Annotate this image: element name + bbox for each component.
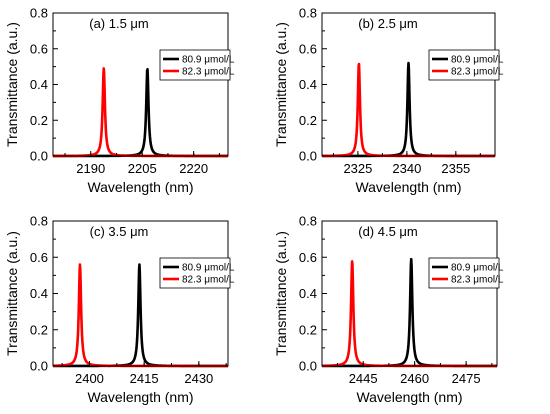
legend: 80.9 μmol/L82.3 μmol/L: [428, 257, 504, 289]
legend-label-0: 80.9 μmol/L: [451, 263, 504, 274]
y-tick-label: 0.8: [30, 214, 48, 229]
x-tick-label: 2340: [392, 161, 421, 176]
y-tick-label: 0.4: [30, 286, 48, 301]
legend: 80.9 μmol/L82.3 μmol/L: [159, 257, 235, 289]
x-tick-label: 2325: [343, 161, 372, 176]
chart-panel-0: 0.0 0.2 0.4 0.6 0.8 2190 2205 2220 Wavelength (n…: [4, 6, 235, 196]
x-tick-label: 2430: [184, 371, 213, 386]
y-tick-label: 0.0: [299, 359, 317, 374]
y-tick-label: 0.8: [299, 214, 317, 229]
series-line-1: [52, 67, 229, 158]
y-axis-title: Transmittance (a.u.): [273, 231, 289, 356]
chart-panel-3: 0.0 0.2 0.4 0.6 0.8 2445 2460 2475 Wavelength (n…: [273, 214, 504, 406]
y-tick-label: 0.6: [30, 41, 48, 56]
y-tick-label: 0.0: [30, 359, 48, 374]
y-tick-label: 0.2: [299, 322, 317, 337]
legend: 80.9 μmol/L82.3 μmol/L: [428, 49, 504, 81]
legend-box: [428, 49, 500, 81]
y-tick-label: 0.8: [299, 6, 317, 21]
x-tick-label: 2475: [452, 371, 481, 386]
x-tick-label: 2190: [76, 161, 105, 176]
y-tick-label: 0.6: [299, 41, 317, 56]
series-line-0: [52, 67, 229, 158]
y-tick-label: 0.6: [30, 250, 48, 265]
chart-panel-1: 0.0 0.2 0.4 0.6 0.8 2325 2340 2355 Wavelength (n…: [273, 6, 504, 196]
y-axis-title: Transmittance (a.u.): [273, 22, 289, 147]
y-axis-title: Transmittance (a.u.): [4, 231, 20, 356]
legend: 80.9 μmol/L82.3 μmol/L: [159, 49, 235, 81]
y-tick-label: 0.4: [299, 286, 317, 301]
y-tick-label: 0.2: [30, 113, 48, 128]
x-tick-label: 2220: [179, 161, 208, 176]
x-axis-title: Wavelength (nm): [87, 389, 193, 405]
legend-label-1: 82.3 μmol/L: [451, 67, 504, 78]
legend-box: [159, 49, 231, 81]
x-tick-label: 2400: [75, 371, 104, 386]
y-tick-label: 0.4: [30, 77, 48, 92]
x-axis-title: Wavelength (nm): [356, 389, 462, 405]
chart-panel-2: 0.0 0.2 0.4 0.6 0.8 2400 2415 2430 Wavelength (n…: [4, 214, 235, 406]
panel-title: (d) 4.5 μm: [358, 224, 418, 239]
y-tick-label: 0.2: [30, 322, 48, 337]
y-tick-label: 0.4: [299, 77, 317, 92]
y-tick-label: 0.0: [30, 149, 48, 164]
y-tick-label: 0.0: [299, 149, 317, 164]
legend-label-0: 80.9 μmol/L: [182, 55, 235, 66]
x-tick-label: 2205: [128, 161, 157, 176]
x-tick-label: 2445: [349, 371, 378, 386]
legend-label-0: 80.9 μmol/L: [182, 263, 235, 274]
y-tick-label: 0.2: [299, 113, 317, 128]
x-axis-title: Wavelength (nm): [355, 179, 461, 195]
legend-label-1: 82.3 μmol/L: [182, 275, 235, 286]
y-axis-title: Transmittance (a.u.): [4, 22, 20, 147]
x-tick-label: 2460: [400, 371, 429, 386]
legend-box: [428, 257, 500, 289]
x-axis-title: Wavelength (nm): [87, 179, 193, 195]
legend-box: [159, 257, 231, 289]
legend-label-1: 82.3 μmol/L: [182, 67, 235, 78]
x-tick-label: 2355: [441, 161, 470, 176]
panel-title: (a) 1.5 μm: [89, 16, 149, 31]
panel-title: (b) 2.5 μm: [358, 16, 418, 31]
y-tick-label: 0.8: [30, 6, 48, 21]
legend-label-0: 80.9 μmol/L: [451, 55, 504, 66]
panel-title: (c) 3.5 μm: [90, 224, 149, 239]
y-tick-label: 0.6: [299, 250, 317, 265]
x-tick-label: 2415: [130, 371, 159, 386]
plot-frame: [52, 12, 229, 157]
legend-label-1: 82.3 μmol/L: [451, 275, 504, 286]
